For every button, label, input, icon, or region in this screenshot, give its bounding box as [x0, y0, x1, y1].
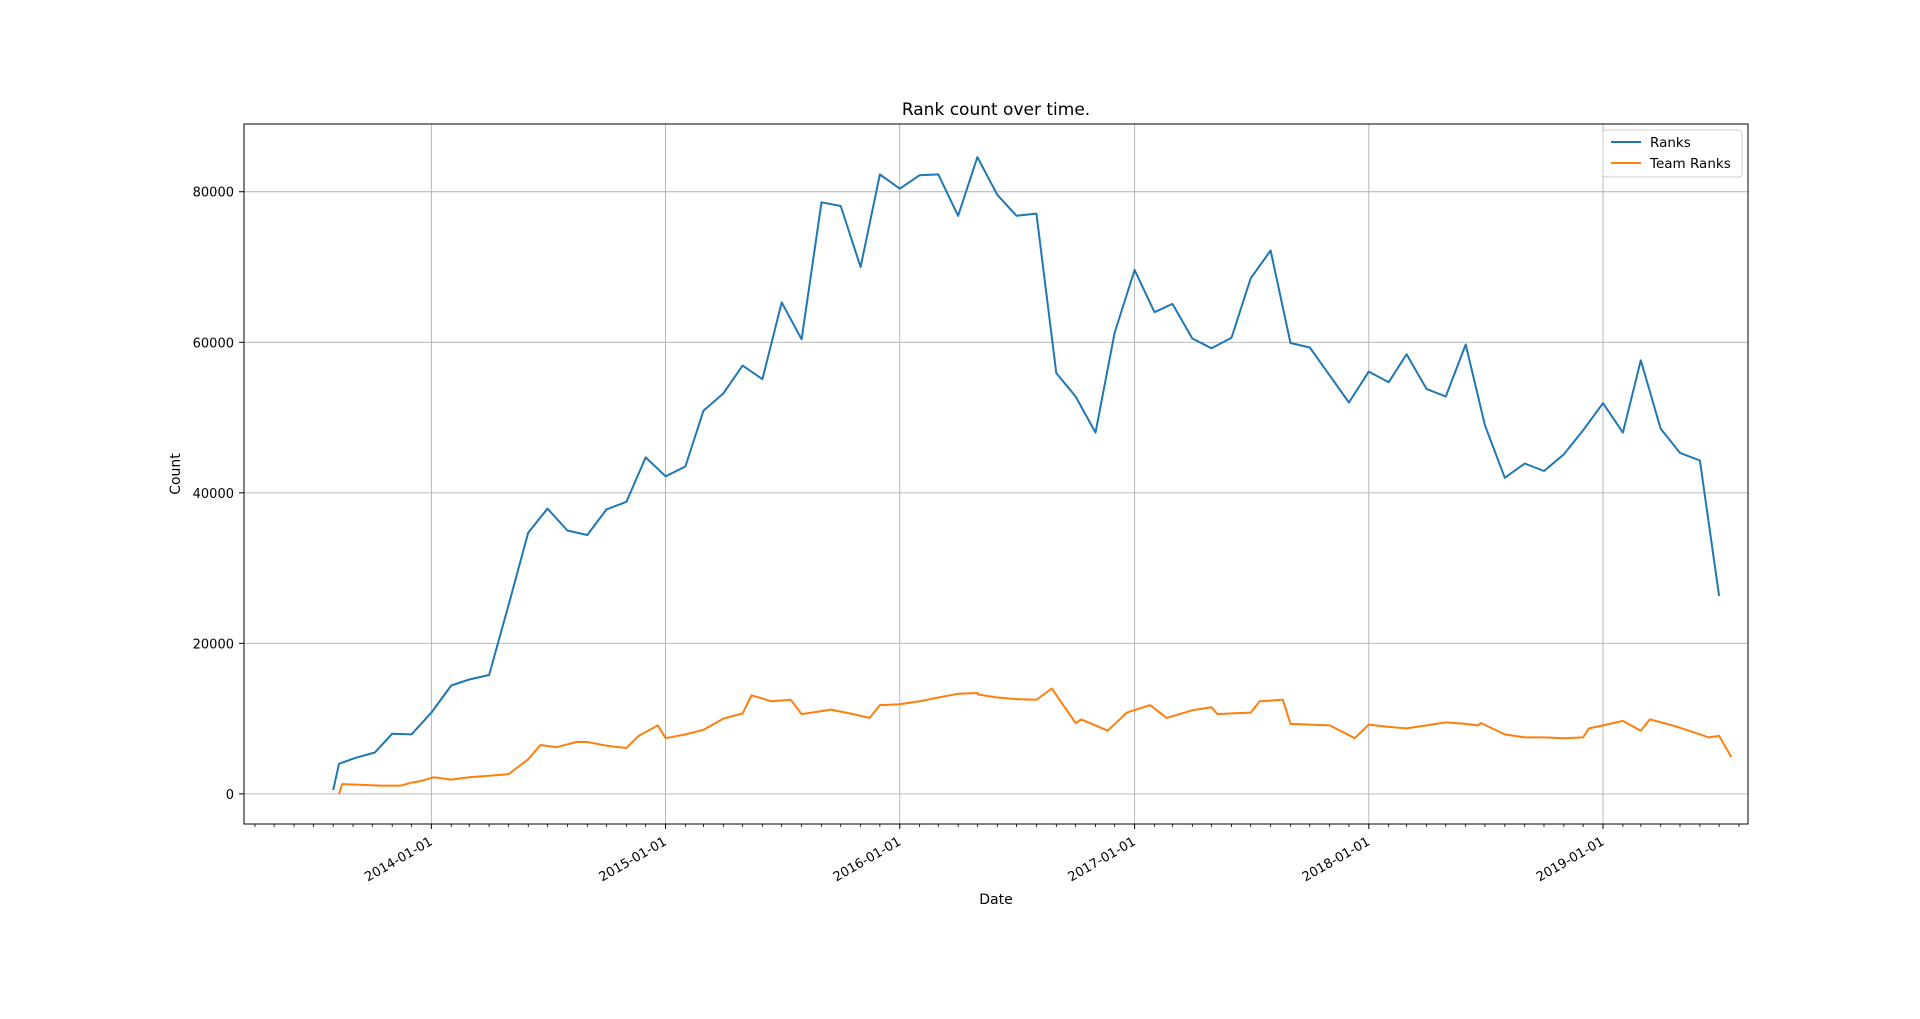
legend-label-team-ranks: Team Ranks [1649, 156, 1731, 172]
plot-series [332, 156, 1733, 795]
y-tick-label: 40000 [193, 487, 234, 502]
x-tick-label: 2019-01-01 [1534, 834, 1607, 885]
x-tick-label: 2018-01-01 [1300, 834, 1373, 885]
y-tick-label: 60000 [193, 336, 234, 351]
plot-frame [243, 123, 1749, 825]
x-tick-label: 2016-01-01 [831, 834, 904, 885]
x-axis-label: Date [979, 892, 1012, 908]
y-tick-label: 0 [226, 788, 234, 803]
legend: Ranks Team Ranks [1602, 129, 1743, 178]
grid-lines [244, 124, 1748, 824]
y-axis-label: Count [168, 453, 184, 495]
x-tick-label: 2015-01-01 [597, 834, 670, 885]
x-tick-label: 2014-01-01 [362, 834, 435, 885]
series-line-ranks [332, 156, 1721, 791]
x-tick-label: 2017-01-01 [1066, 834, 1139, 885]
series-line-team-ranks [338, 687, 1733, 795]
chart-title: Rank count over time. [902, 100, 1090, 120]
legend-label-ranks: Ranks [1650, 135, 1691, 151]
y-tick-label: 80000 [193, 186, 234, 201]
y-tick-label: 20000 [193, 637, 234, 652]
